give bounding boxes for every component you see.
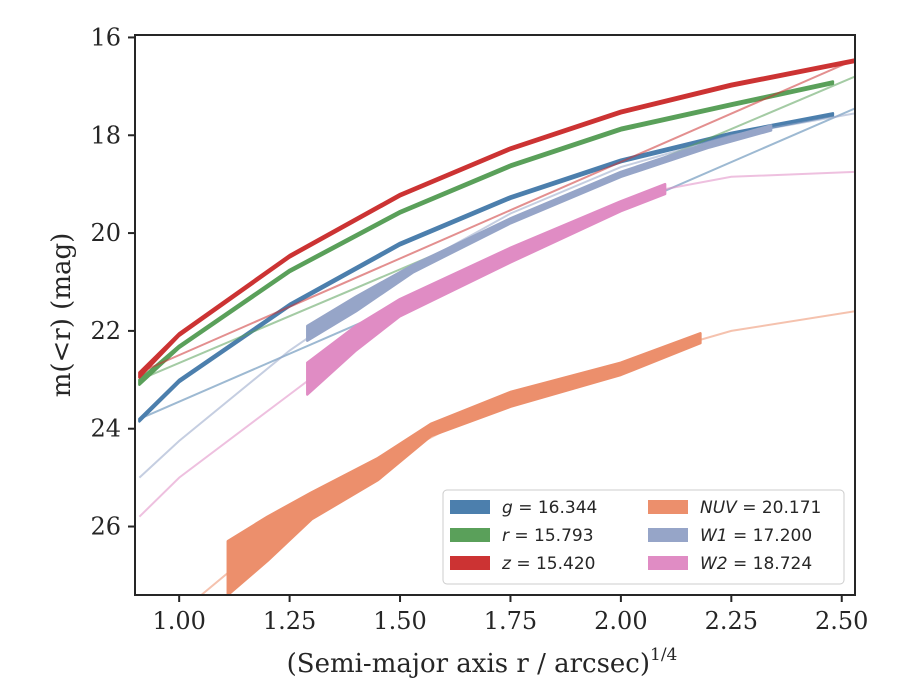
- legend-entry-g: g = 16.344: [502, 498, 597, 518]
- series-band-w1: [306, 124, 773, 342]
- y-tick-label: 18: [90, 121, 121, 149]
- legend-entry-w1: W1 = 17.200: [700, 526, 812, 546]
- legend-swatch-g: [450, 500, 490, 514]
- x-tick-label: 1.75: [484, 607, 537, 635]
- legend: g = 16.344 r = 15.793 z = 15.420 NUV = 20.1…: [442, 489, 845, 585]
- legend-swatch-nuv: [648, 500, 688, 514]
- legend-swatch-w1: [648, 528, 688, 542]
- x-axis-label-exponent: 1/4: [650, 645, 677, 665]
- legend-swatch-r: [450, 528, 490, 542]
- legend-frame: [442, 489, 845, 585]
- x-tick-label: 1.25: [263, 607, 316, 635]
- series-layer: [138, 58, 855, 595]
- x-tick-label: 2.50: [815, 607, 868, 635]
- y-tick-label: 22: [90, 317, 121, 345]
- y-axis-label: m(<r) (mag): [47, 233, 77, 398]
- x-tick-label: 2.25: [705, 607, 758, 635]
- series-band-w2: [306, 182, 667, 396]
- x-axis-label-text: (Semi-major axis r / arcsec): [287, 649, 650, 679]
- ticks-layer: 1.00 1.25 1.50 1.75 2.00 2.25 2.50 16 18 20 22 24 26: [90, 23, 868, 635]
- x-tick-label: 1.50: [373, 607, 426, 635]
- x-tick-label: 1.00: [152, 607, 205, 635]
- series-band-z: [138, 58, 855, 379]
- legend-entry-nuv: NUV = 20.171: [700, 498, 821, 518]
- y-tick-label: 20: [90, 219, 121, 247]
- series-band-r: [138, 80, 835, 386]
- y-tick-label: 16: [90, 23, 121, 51]
- series-band-nuv: [226, 332, 702, 595]
- legend-entry-z: z = 15.420: [501, 554, 595, 574]
- legend-swatch-w2: [648, 556, 688, 570]
- legend-entry-w2: W2 = 18.724: [700, 554, 812, 574]
- plot-frame: [134, 34, 856, 596]
- legend-swatch-z: [450, 556, 490, 570]
- series-line-z: [138, 58, 855, 374]
- legend-entry-r: r = 15.793: [502, 526, 594, 546]
- x-tick-label: 2.00: [594, 607, 647, 635]
- y-tick-label: 26: [90, 513, 121, 541]
- y-tick-label: 24: [90, 415, 121, 443]
- x-axis-label: (Semi-major axis r / arcsec)1/4: [287, 645, 678, 679]
